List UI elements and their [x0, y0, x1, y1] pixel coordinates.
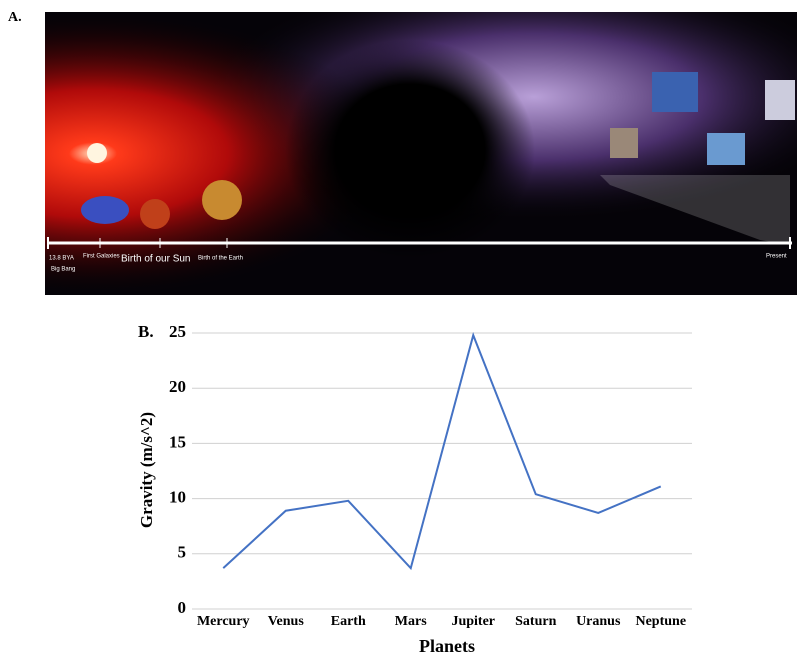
x-tick-label: Mercury — [197, 614, 250, 629]
timeline-label: Big Bang — [51, 267, 75, 273]
y-tick-label: 5 — [178, 543, 187, 562]
timeline-label: 13.8 BYA — [49, 256, 74, 262]
line — [222, 332, 662, 571]
timeline-label: First Galaxies — [83, 254, 120, 260]
y-tick-label: 15 — [169, 432, 186, 451]
timeline-label: Birth of the Earth — [198, 256, 243, 262]
panel-a-image — [45, 12, 797, 295]
x-tick-label: Earth — [331, 614, 366, 629]
timeline-label: Present — [766, 254, 787, 260]
y-tick-label: 0 — [178, 598, 187, 617]
x-tick-label: Saturn — [515, 614, 556, 629]
y-tick-label: 10 — [169, 488, 186, 507]
x-tick-label: Mars — [395, 614, 427, 629]
y-tick-label: 20 — [169, 377, 186, 396]
y-tick-label: 25 — [169, 322, 186, 341]
x-tick-label: Jupiter — [451, 614, 495, 629]
x-axis-title: Planets — [419, 636, 475, 656]
y-axis-title: Gravity (m/s^2) — [137, 412, 156, 528]
panel-label: A. — [8, 10, 22, 25]
x-tick-label: Neptune — [635, 614, 686, 629]
panel-label: B. — [138, 322, 154, 341]
timeline-label: Birth of our Sun — [121, 254, 190, 265]
x-tick-label: Venus — [268, 614, 305, 629]
x-tick-label: Uranus — [576, 614, 621, 629]
